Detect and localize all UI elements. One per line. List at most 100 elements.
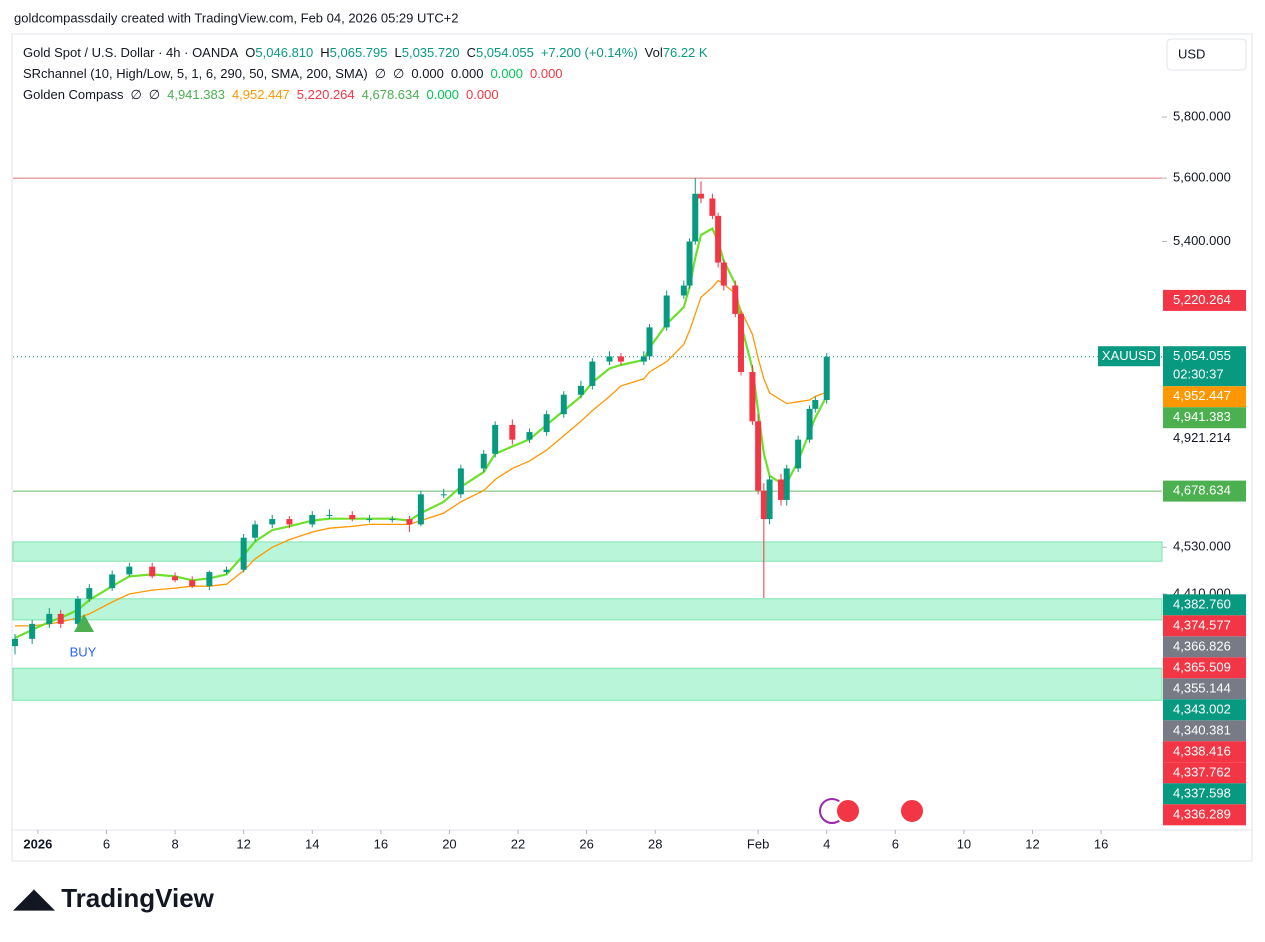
price-label: 4,343.002: [1173, 701, 1231, 716]
legend-item: ∅: [393, 66, 404, 81]
candle-body: [326, 514, 333, 516]
candle-body: [57, 613, 64, 624]
price-label: 4,941.383: [1173, 409, 1231, 424]
legend-item: ∅: [149, 87, 160, 102]
candle-body: [806, 408, 813, 440]
x-tick-label: 14: [305, 836, 319, 851]
x-tick-label: 28: [648, 836, 662, 851]
candle-body: [286, 519, 293, 525]
candle-body: [749, 371, 756, 422]
legend-item: 0.000: [466, 87, 499, 102]
legend-item: Gold Spot / U.S. Dollar · 4h · OANDA: [23, 45, 239, 60]
candle-body: [686, 241, 693, 286]
price-label: 4,337.762: [1173, 764, 1231, 779]
legend-item: SRchannel (10, High/Low, 5, 1, 6, 290, 5…: [23, 66, 368, 81]
candle-body: [46, 613, 53, 624]
candle-body: [812, 399, 819, 409]
candle-body: [269, 519, 276, 525]
price-label-bg: [1163, 289, 1246, 311]
candle-body: [606, 356, 613, 362]
price-label-bg: [1163, 783, 1246, 805]
y-tick-label: 5,600.000: [1173, 170, 1231, 185]
plot-layer: 5,800.0005,600.0005,400.0004,530.0004,41…: [12, 109, 1246, 851]
price-label: 4,340.381: [1173, 722, 1231, 737]
x-tick-label: 16: [1094, 836, 1108, 851]
candle-body: [406, 519, 413, 525]
chart-frame: [11, 33, 1253, 862]
currency-button[interactable]: [1166, 38, 1247, 71]
header: goldcompassdaily created with TradingVie…: [14, 10, 459, 25]
legend-item: 0.000: [451, 66, 484, 81]
price-label: 4,336.289: [1173, 806, 1231, 821]
price-label-bg: [1163, 678, 1246, 700]
candle-body: [692, 193, 699, 242]
candle-body: [760, 490, 767, 520]
legend-item: Golden Compass: [23, 87, 124, 102]
legend-item: 4,952.447: [232, 87, 290, 102]
candle-body: [697, 193, 704, 199]
x-tick-label: 22: [511, 836, 525, 851]
symbol-tag-bg: [1098, 346, 1160, 367]
candle-body: [417, 494, 424, 525]
candle-body: [206, 572, 213, 587]
zone: [12, 598, 1163, 621]
x-tick-label: 8: [171, 836, 178, 851]
signal-label: BUY: [70, 644, 97, 659]
x-tick-label: 20: [442, 836, 456, 851]
candle-body: [715, 215, 722, 263]
price-label: 4,952.447: [1173, 388, 1231, 403]
legend-item: 0.000: [426, 87, 459, 102]
candle-body: [737, 313, 744, 372]
candle-body: [240, 537, 247, 570]
brand-name: TradingView: [61, 883, 214, 913]
candle-body: [349, 514, 356, 520]
zone: [12, 667, 1163, 701]
indicator-line: [14, 227, 828, 639]
candle-body: [12, 638, 18, 647]
candle-body: [663, 295, 670, 328]
legend-item: 0.000: [530, 66, 563, 81]
symbol-tag: XAUUSD: [1102, 348, 1156, 363]
candle-body: [492, 424, 499, 454]
legend-row: Golden Compass ∅ ∅ 4,941.383 4,952.447 5,220.…: [23, 87, 499, 102]
candle-body: [795, 439, 802, 469]
candle-body: [823, 356, 830, 400]
candle-body: [526, 432, 533, 440]
x-tick-label: 12: [236, 836, 250, 851]
event-icons: [819, 798, 925, 824]
currency: USD: [1178, 46, 1205, 61]
candle-body: [440, 494, 447, 496]
legend-item: L: [395, 45, 402, 60]
candle-body: [109, 574, 116, 589]
legend-item: 4,678.634: [362, 87, 420, 102]
candle-body: [509, 424, 516, 440]
candle-body: [172, 576, 179, 581]
candle-body: [74, 598, 81, 624]
event-icon[interactable]: [835, 798, 861, 824]
legend-item: 76.22 K: [663, 45, 708, 60]
candle-body: [189, 580, 196, 587]
x-tick-label: 6: [892, 836, 899, 851]
price-label-bg: [1163, 407, 1246, 429]
legend-row: Gold Spot / U.S. Dollar · 4h · OANDA O5,0…: [23, 45, 708, 60]
price-label-bg: [1163, 741, 1246, 763]
candle-body: [778, 479, 784, 500]
x-tick-label: 6: [103, 836, 110, 851]
legend-item: 0.000: [411, 66, 444, 81]
candle-body: [309, 514, 316, 525]
candle-body: [589, 361, 596, 386]
price-label-bg: [1163, 804, 1246, 826]
brand-mark: ◢◣: [12, 883, 61, 913]
price-label: 4,382.760: [1173, 596, 1231, 611]
candle-body: [126, 566, 133, 575]
price-label: 4,921.214: [1173, 430, 1231, 445]
price-label-bg: [1163, 386, 1246, 408]
price-label: 5,220.264: [1173, 292, 1231, 307]
event-icon[interactable]: [899, 798, 925, 824]
price-label-bg: [1163, 762, 1246, 784]
candle-body: [29, 623, 36, 639]
price-label-bg: [1163, 615, 1246, 637]
legend-item: 5,054.055: [476, 45, 534, 60]
